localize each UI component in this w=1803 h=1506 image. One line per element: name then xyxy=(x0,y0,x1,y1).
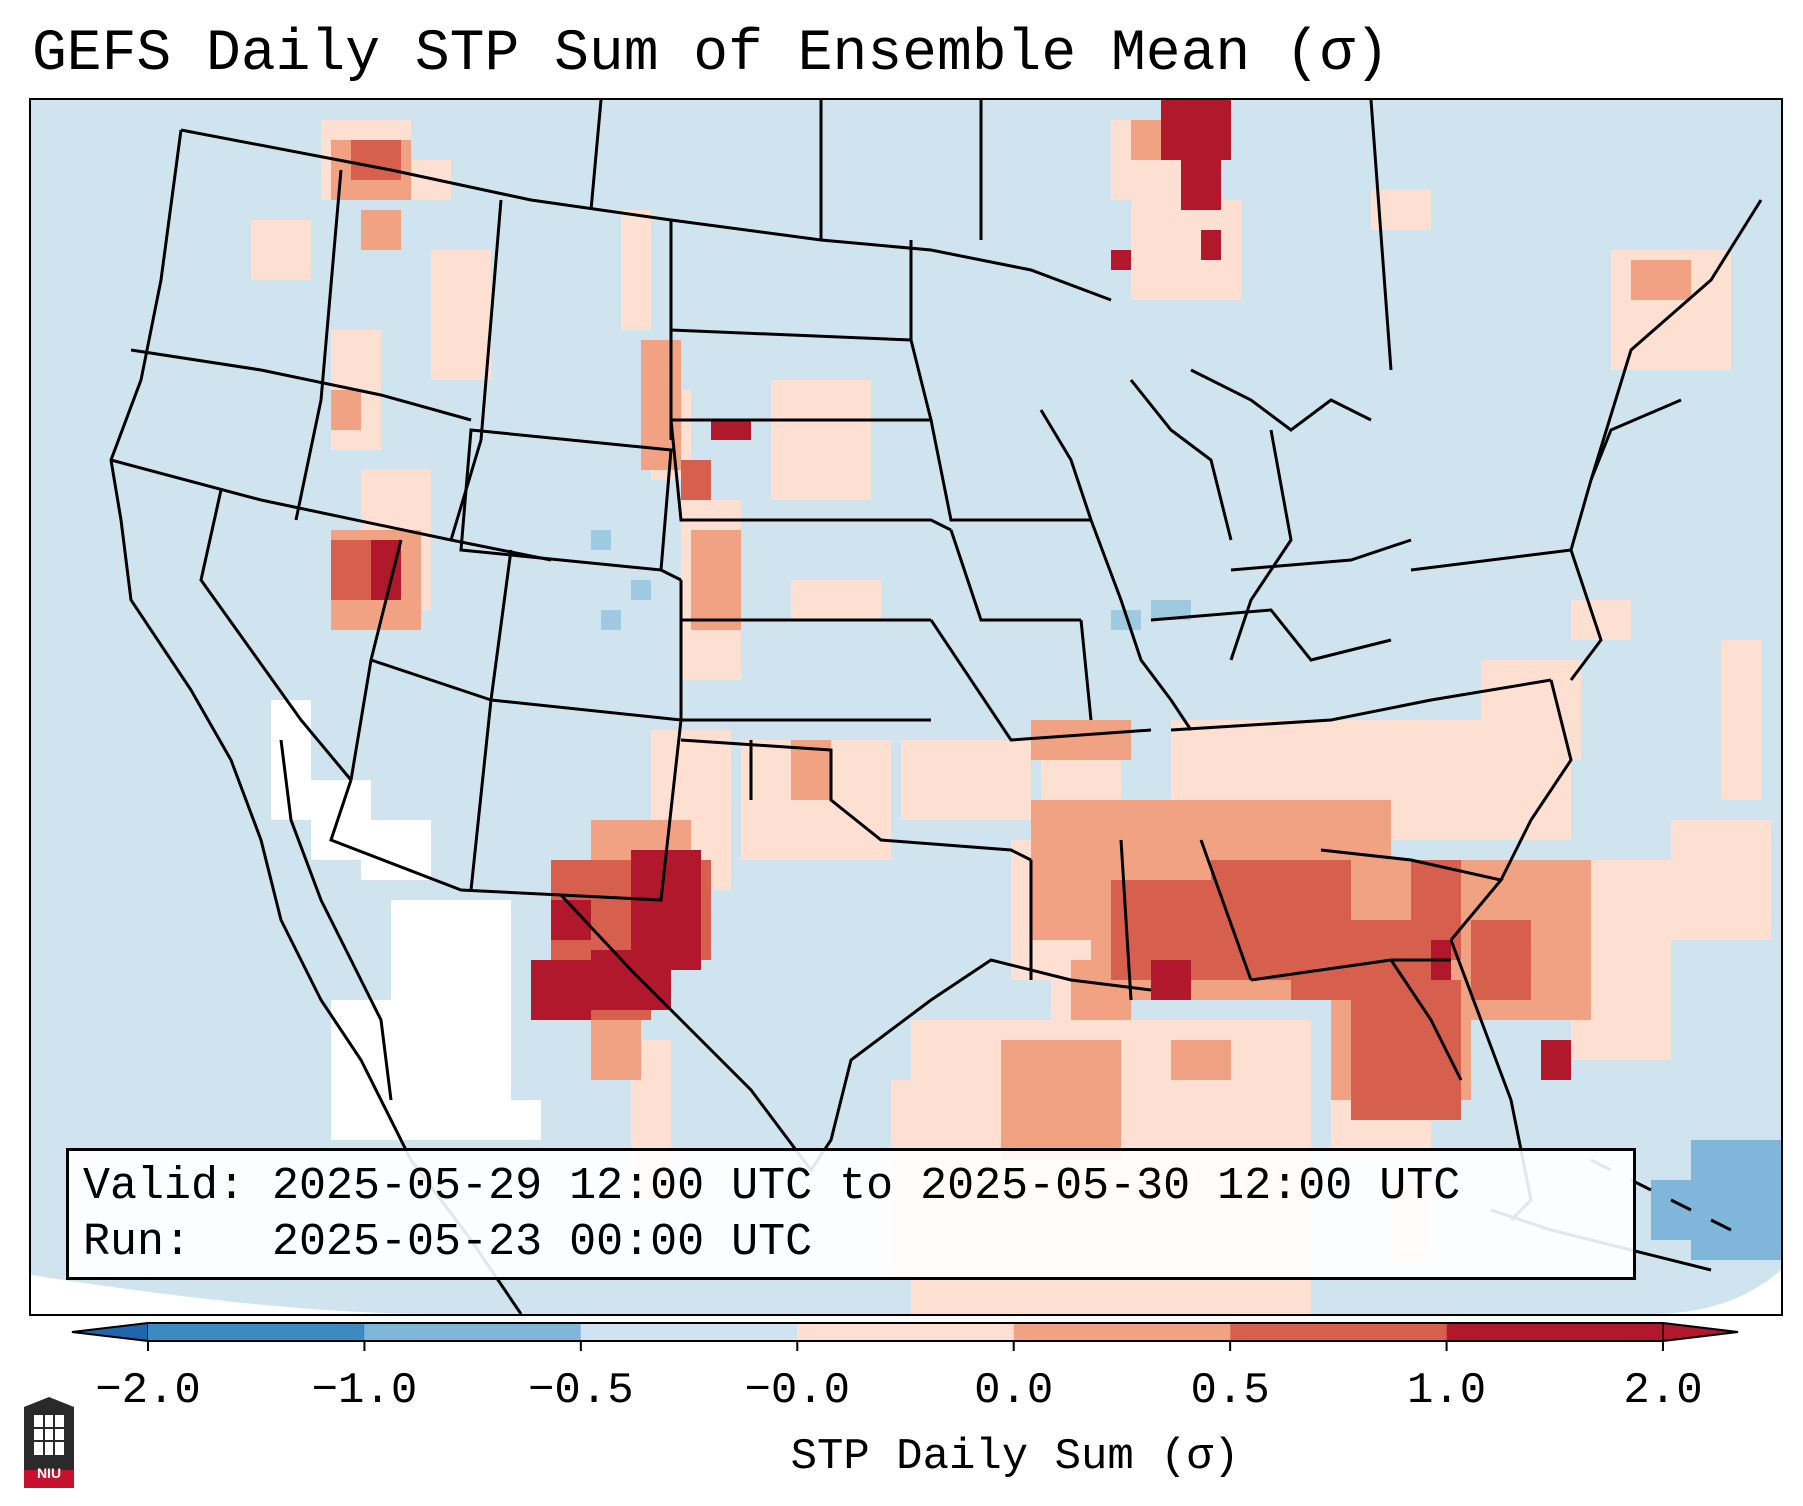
colorbar-tick-label: −2.0 xyxy=(95,1366,201,1416)
colorbar-segment xyxy=(148,1323,365,1341)
niu-logo-text: NIU xyxy=(36,1465,62,1481)
colorbar-under-arrow xyxy=(71,1322,149,1342)
map-panel[interactable] xyxy=(29,98,1783,1316)
colorbar-segments xyxy=(71,1322,1739,1342)
colorbar-ticks xyxy=(147,1341,1664,1351)
colorbar-tick-label: −1.0 xyxy=(311,1366,418,1416)
colorbar-segment xyxy=(797,1323,1014,1341)
colorbar-tick-label: 0.0 xyxy=(974,1366,1054,1416)
colorbar-tick-label: 1.0 xyxy=(1406,1366,1487,1416)
colorbar-tick-label: −0.5 xyxy=(528,1366,634,1416)
colorbar-label: STP Daily Sum (σ) xyxy=(790,1432,1240,1482)
colorbar-tick-label: 2.0 xyxy=(1623,1366,1703,1416)
colorbar-tick-label: 0.5 xyxy=(1190,1366,1270,1416)
colorbar-segment xyxy=(1013,1323,1231,1341)
projection-edge xyxy=(31,1275,431,1314)
run-time-line: Run: 2025-05-23 00:00 UTC xyxy=(83,1217,813,1268)
colorbar-segment xyxy=(580,1323,798,1341)
boundaries xyxy=(109,100,1763,1314)
valid-time-line: Valid: 2025-05-29 12:00 UTC to 2025-05-3… xyxy=(83,1161,1461,1212)
neutral-region-southwest xyxy=(271,700,541,1140)
colorbar-tick-label: −0.0 xyxy=(744,1366,851,1416)
validity-info-box: Valid: 2025-05-29 12:00 UTC to 2025-05-3… xyxy=(66,1148,1636,1280)
projection-edge xyxy=(1651,1270,1781,1314)
niu-logo xyxy=(24,1397,74,1488)
colorbar-segment xyxy=(1446,1323,1663,1341)
colorbar-over-arrow xyxy=(1662,1322,1739,1342)
map-canvas xyxy=(31,100,1781,1314)
colorbar-outline xyxy=(71,1322,1739,1342)
colorbar-segment xyxy=(364,1323,581,1341)
colorbar-segment xyxy=(1230,1323,1447,1341)
stp-anomaly-cells xyxy=(251,100,1781,1314)
map-title: GEFS Daily STP Sum of Ensemble Mean (σ) xyxy=(32,22,1390,87)
